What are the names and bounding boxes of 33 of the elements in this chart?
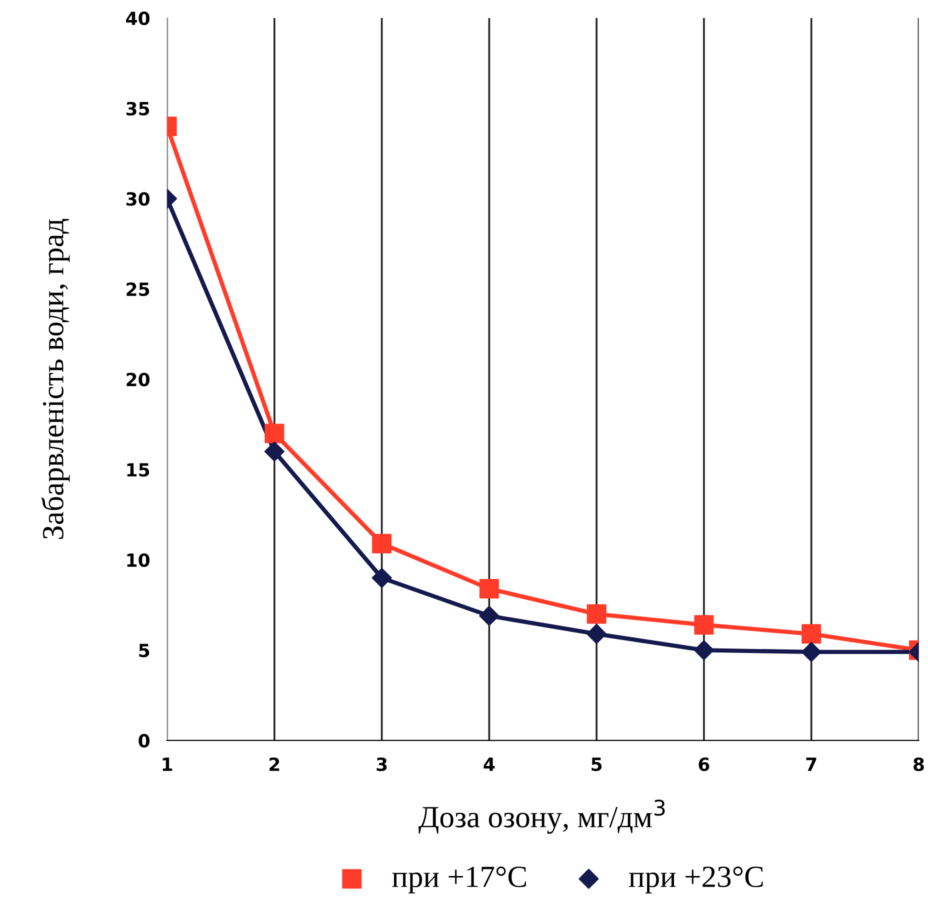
point xyxy=(586,624,607,644)
point xyxy=(801,642,822,662)
y-tick-label: 15 xyxy=(127,463,150,477)
point xyxy=(479,579,499,599)
y-tick-label: 35 xyxy=(126,102,150,116)
y-tick-label: 20 xyxy=(126,372,150,386)
point xyxy=(586,604,606,624)
point xyxy=(694,615,714,635)
x-tick-label: 7 xyxy=(806,758,816,771)
x-tick-label: 5 xyxy=(592,758,602,772)
y-tick-label: 0 xyxy=(138,734,150,748)
point xyxy=(802,624,822,644)
point xyxy=(264,424,284,444)
legend-label: при +23°C xyxy=(628,866,763,894)
y-tick-label: 10 xyxy=(127,553,150,567)
point xyxy=(264,441,284,462)
x-tick-label: 3 xyxy=(376,757,387,772)
x-tick-label: 2 xyxy=(270,757,280,771)
y-tick-label: 40 xyxy=(126,12,150,26)
x-tick-label: 4 xyxy=(484,758,495,771)
y-axis-title: Забарвленість води, град xyxy=(41,218,70,539)
x-axis-title: Доза озону, мг/дм$^{3}$ xyxy=(418,800,665,834)
x-tick-label: 8 xyxy=(914,757,924,772)
point xyxy=(372,534,392,554)
x-tick-label: 1 xyxy=(162,758,172,771)
point xyxy=(694,640,714,660)
y-tick-label: 5 xyxy=(139,644,150,658)
point xyxy=(372,568,392,588)
x-tick-label: 6 xyxy=(698,757,710,772)
y-tick-label: 25 xyxy=(126,282,150,296)
y-tick-label: 30 xyxy=(126,192,150,206)
legend-label: при +17°C xyxy=(392,866,526,894)
point xyxy=(479,606,500,626)
